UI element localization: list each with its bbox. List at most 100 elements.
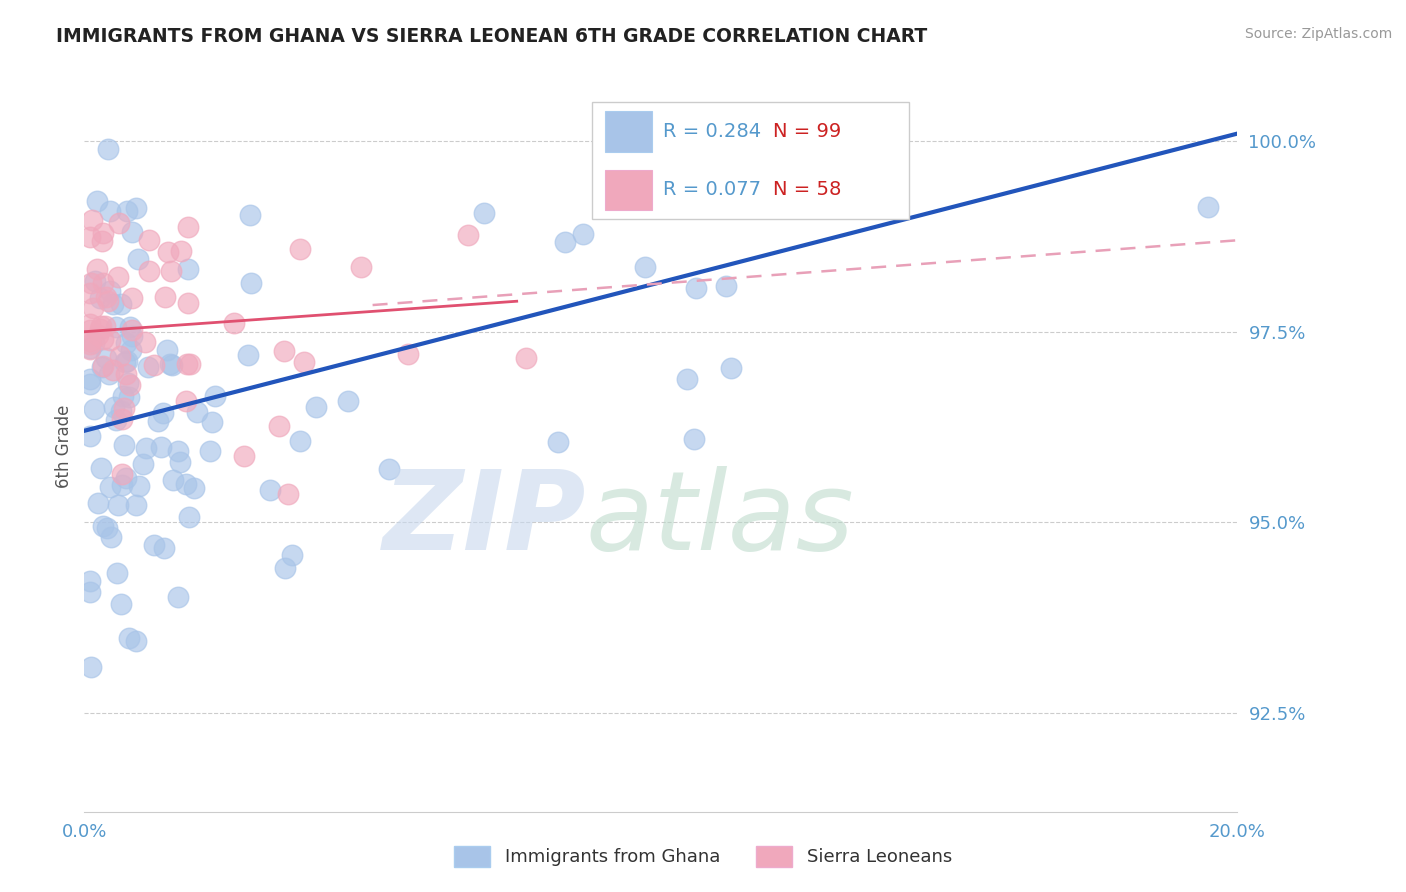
Point	[83, 402, 105, 417]
Point	[87, 327, 110, 342]
Point	[79, 323, 101, 337]
Text: atlas: atlas	[586, 466, 855, 573]
Point	[162, 474, 184, 488]
Point	[80, 276, 103, 290]
Point	[79, 342, 101, 356]
Point	[259, 483, 281, 497]
Point	[112, 437, 135, 451]
Bar	[606, 112, 651, 152]
Point	[232, 449, 254, 463]
Point	[186, 405, 208, 419]
Point	[91, 359, 114, 374]
Point	[91, 227, 114, 241]
Point	[79, 376, 101, 391]
Point	[1198, 200, 1220, 214]
Point	[87, 495, 110, 509]
Point	[156, 343, 179, 357]
Point	[114, 401, 136, 416]
Point	[110, 297, 132, 311]
Point	[110, 403, 132, 417]
Point	[714, 278, 737, 293]
Point	[96, 521, 118, 535]
Point	[115, 471, 138, 485]
Point	[118, 390, 141, 404]
Point	[115, 353, 138, 368]
Point	[103, 401, 125, 415]
Point	[170, 244, 193, 258]
Point	[111, 388, 134, 402]
Point	[120, 319, 142, 334]
Text: N = 58: N = 58	[773, 180, 841, 200]
Point	[90, 461, 112, 475]
Point	[305, 400, 328, 414]
Point	[101, 363, 124, 377]
Point	[121, 323, 143, 337]
Point	[79, 585, 101, 599]
Point	[572, 227, 595, 242]
Point	[124, 634, 146, 648]
Point	[683, 432, 706, 446]
Point	[98, 333, 121, 347]
Text: Source: ZipAtlas.com: Source: ZipAtlas.com	[1244, 27, 1392, 41]
Point	[79, 337, 101, 351]
Point	[142, 359, 165, 373]
Point	[396, 346, 419, 360]
Point	[177, 510, 200, 524]
Point	[148, 414, 170, 428]
Point	[79, 317, 101, 331]
Point	[80, 660, 103, 674]
Point	[105, 320, 128, 334]
Point	[238, 348, 260, 362]
Point	[292, 355, 315, 369]
Point	[290, 242, 312, 256]
Point	[136, 360, 159, 375]
Y-axis label: 6th Grade: 6th Grade	[55, 404, 73, 488]
Point	[100, 530, 122, 544]
Point	[100, 204, 122, 219]
Text: R = 0.284: R = 0.284	[664, 122, 761, 141]
Point	[90, 318, 112, 333]
Text: R = 0.077: R = 0.077	[664, 180, 761, 200]
Point	[685, 281, 707, 295]
Point	[79, 429, 101, 443]
Point	[98, 284, 121, 298]
Point	[174, 477, 197, 491]
Point	[120, 378, 142, 392]
Point	[277, 487, 299, 501]
Point	[103, 297, 125, 311]
Point	[89, 291, 111, 305]
Point	[104, 413, 127, 427]
Point	[143, 538, 166, 552]
Point	[177, 219, 200, 234]
Point	[169, 455, 191, 469]
Point	[155, 290, 177, 304]
Point	[651, 197, 673, 211]
Point	[107, 270, 129, 285]
Point	[82, 301, 104, 315]
Point	[94, 318, 117, 333]
Point	[94, 290, 117, 304]
Point	[741, 140, 763, 154]
Point	[98, 480, 121, 494]
Point	[79, 334, 101, 349]
Point	[337, 394, 360, 409]
Point	[94, 351, 117, 366]
Point	[675, 371, 697, 385]
Point	[127, 252, 149, 267]
Point	[547, 435, 569, 450]
Text: IMMIGRANTS FROM GHANA VS SIERRA LEONEAN 6TH GRADE CORRELATION CHART: IMMIGRANTS FROM GHANA VS SIERRA LEONEAN …	[56, 27, 928, 45]
Point	[97, 294, 120, 309]
Point	[167, 590, 190, 604]
Point	[79, 229, 101, 244]
Point	[634, 260, 657, 274]
Point	[86, 194, 108, 208]
Point	[111, 467, 134, 481]
Point	[472, 206, 495, 220]
Point	[349, 260, 371, 275]
Point	[378, 462, 401, 476]
Point	[117, 204, 139, 219]
Point	[720, 361, 742, 376]
Point	[107, 498, 129, 512]
Point	[121, 291, 143, 305]
Point	[91, 519, 114, 533]
